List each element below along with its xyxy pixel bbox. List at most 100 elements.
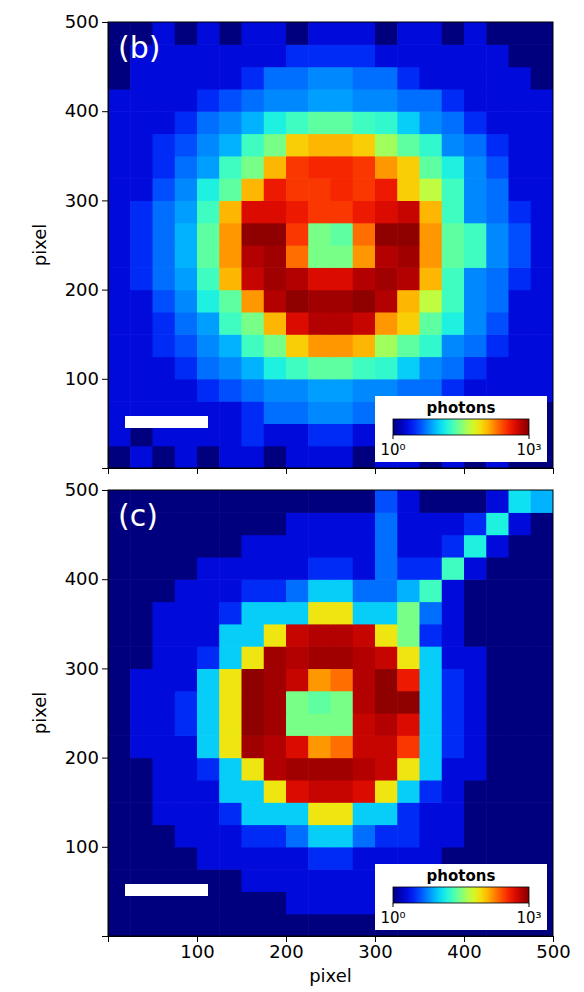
cell [197, 134, 220, 157]
cell [153, 691, 176, 714]
cell [375, 245, 398, 268]
cell [286, 200, 309, 223]
cell [353, 111, 376, 134]
colorbar-tick [529, 435, 530, 439]
cell [264, 178, 287, 201]
cell [353, 401, 376, 424]
cell [397, 535, 420, 558]
cell [375, 67, 398, 90]
cell [219, 490, 242, 513]
cell [286, 334, 309, 357]
cell [464, 535, 487, 558]
cell [509, 245, 532, 268]
cell [153, 668, 176, 691]
colorbar-tick [529, 903, 530, 907]
cell [531, 668, 553, 691]
cell [509, 668, 532, 691]
cell [531, 535, 553, 558]
cell [197, 646, 220, 669]
cell [153, 156, 176, 179]
cell [286, 267, 309, 290]
cell [331, 156, 354, 179]
cell [286, 67, 309, 90]
cell [219, 22, 242, 45]
cell [442, 178, 465, 201]
cell [175, 512, 198, 535]
tick-mark [102, 490, 108, 491]
tick: 300 [65, 190, 108, 211]
cell [308, 22, 331, 45]
cell [153, 89, 176, 112]
tick-label: 400 [65, 100, 99, 121]
cell [242, 245, 265, 268]
cell [308, 869, 331, 892]
cell [308, 825, 331, 848]
cell [331, 334, 354, 357]
cell [153, 847, 176, 870]
cell [175, 357, 198, 380]
cell [308, 379, 331, 402]
cell [197, 446, 220, 468]
cell [197, 312, 220, 335]
cell [531, 735, 553, 758]
tick-label: 100 [65, 368, 99, 389]
colorbar-background [375, 864, 547, 930]
cell [353, 312, 376, 335]
cell [108, 357, 131, 380]
cell [486, 178, 509, 201]
cell [397, 89, 420, 112]
cell [486, 579, 509, 602]
tick-mark [102, 22, 108, 23]
cell [219, 267, 242, 290]
cell [264, 357, 287, 380]
cell [353, 490, 376, 513]
cell [175, 802, 198, 825]
cell [442, 134, 465, 157]
cell [509, 223, 532, 246]
cell [308, 646, 331, 669]
cell [331, 245, 354, 268]
cell [531, 245, 553, 268]
cell [397, 579, 420, 602]
cell [308, 490, 331, 513]
cell [464, 267, 487, 290]
cell [331, 44, 354, 67]
cell [464, 312, 487, 335]
cell [353, 223, 376, 246]
cell [397, 646, 420, 669]
cell [397, 223, 420, 246]
cell [375, 646, 398, 669]
cell [375, 602, 398, 625]
cell [353, 691, 376, 714]
cell [286, 691, 309, 714]
cell [286, 379, 309, 402]
cell [375, 134, 398, 157]
cell [175, 490, 198, 513]
cell [197, 847, 220, 870]
cell [420, 89, 443, 112]
figure: 100200300400500pixel(b)photons10⁰10³1002… [0, 0, 584, 992]
cell [219, 535, 242, 558]
tick [197, 468, 198, 474]
cell [464, 825, 487, 848]
cell [397, 334, 420, 357]
cell [531, 223, 553, 246]
cell [264, 535, 287, 558]
cell [130, 691, 153, 714]
tick-label: 300 [65, 658, 99, 679]
cell [242, 334, 265, 357]
cell [175, 825, 198, 848]
tick-mark [375, 468, 376, 474]
cell [264, 825, 287, 848]
cell [375, 312, 398, 335]
cell [264, 379, 287, 402]
cell [108, 200, 131, 223]
cell [197, 223, 220, 246]
cell [531, 512, 553, 535]
cell [197, 624, 220, 647]
cell [108, 334, 131, 357]
cell [486, 735, 509, 758]
cell [153, 200, 176, 223]
cell [197, 579, 220, 602]
cell [331, 780, 354, 803]
